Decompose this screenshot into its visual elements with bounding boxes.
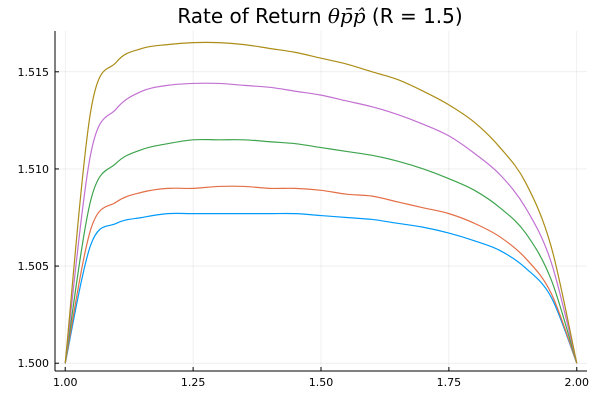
axes-layer [54,31,587,372]
x-tick-label-0: 1.00 [53,376,78,389]
chart-title: Rate of Return θp̄p̂ (R = 1.5) [177,4,462,28]
y-tick-label-0: 1.500 [18,357,50,370]
y-tick-label-2: 1.510 [18,163,50,176]
series-line-5 [64,41,578,364]
grid-layer [55,31,587,371]
x-tick-label-2: 1.50 [309,376,334,389]
series-layer [64,41,578,364]
series-line-2 [64,185,578,364]
y-tick-label-3: 1.515 [18,66,50,79]
labels-layer: 1.00 1.25 1.50 1.75 2.00 1.500 1.505 1.510 1.515 [18,66,590,389]
y-tick-label-1: 1.505 [18,260,50,273]
chart-title-suffix: (R = 1.5) [366,4,463,28]
x-tick-label-3: 1.75 [437,376,462,389]
series-line-1 [64,212,578,364]
chart-title-prefix: Rate of Return [177,4,328,28]
x-tick-label-4: 2.00 [565,376,590,389]
series-line-3 [64,138,578,364]
series-line-4 [64,82,578,364]
chart-title-math: θp̄p̂ [328,4,366,28]
x-tick-label-1: 1.25 [181,376,206,389]
